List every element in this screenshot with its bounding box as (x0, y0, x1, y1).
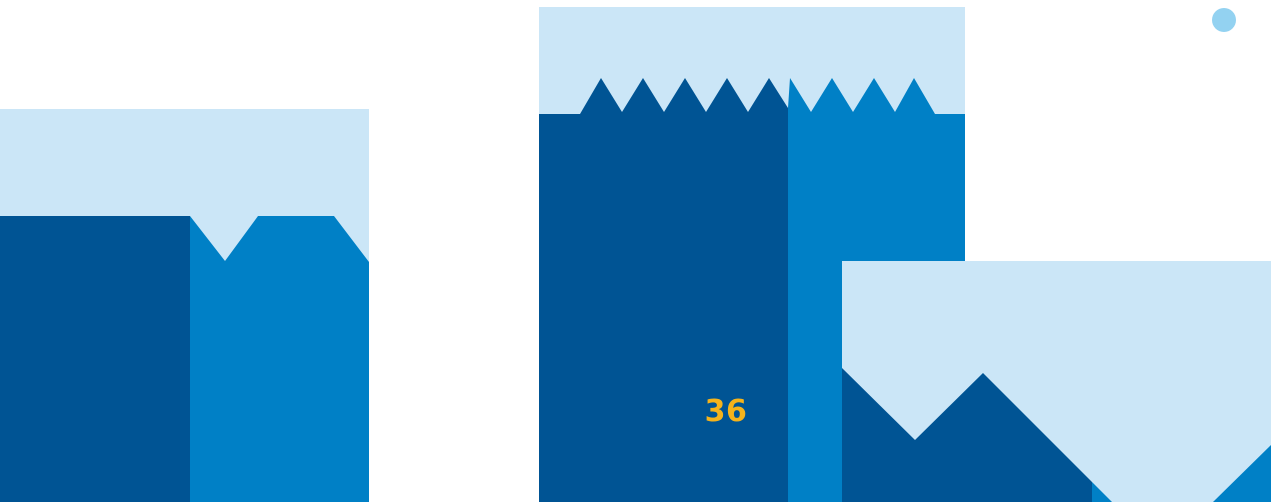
right-block-mid-panel (1092, 482, 1112, 502)
dot-icon (1212, 8, 1236, 32)
right-block-mid-corner (1213, 445, 1271, 502)
left-block-dark-panel (0, 216, 190, 502)
left-block-mid-panel (190, 216, 369, 502)
right-block (842, 261, 1271, 502)
page-number: 36 (704, 394, 748, 429)
right-block-dark-panel (842, 368, 1092, 502)
center-block (539, 7, 965, 502)
center-block-dark-panel (539, 78, 788, 502)
left-block (0, 109, 369, 502)
